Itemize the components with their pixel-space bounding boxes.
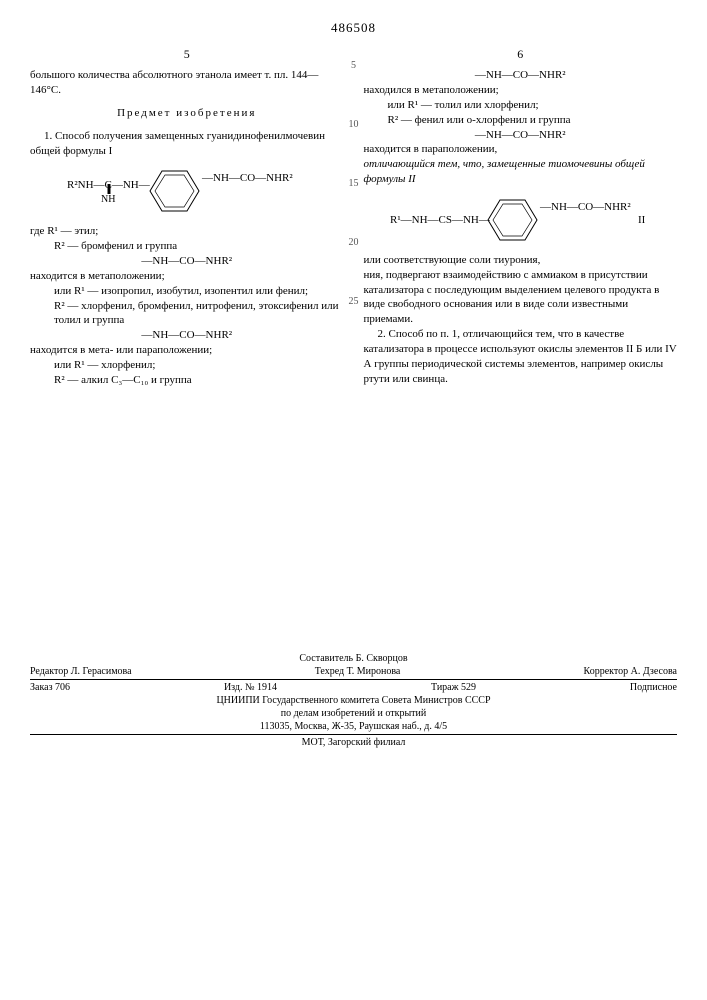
formula-I-right-text: —NH—CO—NHR² xyxy=(201,172,293,184)
org-line2: по делам изобретений и открытий xyxy=(30,708,677,719)
addr-line: 113035, Москва, Ж-35, Раушская наб., д. … xyxy=(30,721,677,732)
podpisnoe: Подписное xyxy=(630,682,677,693)
r2-line2: R² — хлорфенил, бромфенил, нитрофенил, э… xyxy=(54,299,344,329)
where-block: где R¹ — этил; xyxy=(30,224,344,239)
left-column: 5 большого количества абсолютного этанол… xyxy=(30,46,344,388)
meta-2: находится в мета- или параположении; xyxy=(30,343,344,358)
meta-3: находился в метаположении; xyxy=(364,83,678,98)
otlichayushchiysya: отличающийся тем, что, замещенные тиомоч… xyxy=(364,157,678,187)
benzene-inner-2 xyxy=(493,204,532,236)
right-p3: ния, подвергают взаимодействию с аммиако… xyxy=(364,268,678,327)
or-2: или R¹ — хлорфенил; xyxy=(54,358,344,373)
formula-II-left-text: R¹—NH—CS—NH— xyxy=(390,214,491,226)
meta-4: находится в параположении, xyxy=(364,142,678,157)
group-2: —NH—CO—NHR² xyxy=(30,328,344,343)
subject-heading: Предмет изобретения xyxy=(30,106,344,121)
benzene-ring-2 xyxy=(488,200,537,240)
divider xyxy=(30,679,677,680)
right-col-number: 6 xyxy=(364,46,678,62)
line-marker: 5 xyxy=(349,60,359,71)
formula-I: R²NH—C—NH— NH —NH—CO—NHR² xyxy=(30,166,344,216)
otl-italic: отличающийся тем, что, замещенные тиомоч… xyxy=(364,158,645,185)
corrector: Корректор А. Дзесова xyxy=(584,666,677,677)
colophon: Составитель Б. Скворцов Редактор Л. Гера… xyxy=(30,651,677,750)
line-marker: 25 xyxy=(349,296,359,307)
formula-I-svg: R²NH—C—NH— NH —NH—CO—NHR² xyxy=(67,166,307,216)
line-marker: 10 xyxy=(349,119,359,130)
order-row: Заказ 706 Изд. № 1914 Тираж 529 Подписно… xyxy=(30,682,677,693)
divider-2 xyxy=(30,734,677,735)
izd-no: Изд. № 1914 xyxy=(224,682,277,693)
r2-line3: R² — алкил C₃—C₁₀ и группа xyxy=(54,373,344,388)
group-4: —NH—CO—NHR² xyxy=(364,128,678,143)
line-marker: 15 xyxy=(349,178,359,189)
left-p1: большого количества абсолютного этанола … xyxy=(30,68,344,98)
compiler-line: Составитель Б. Скворцов xyxy=(30,653,677,664)
formula-II-svg: R¹—NH—CS—NH— —NH—CO—NHR² II xyxy=(390,195,650,245)
r2-line4: R² — фенил или о-хлорфенил и группа xyxy=(388,113,678,128)
right-column: 6 —NH—CO—NHR² находился в метаположении;… xyxy=(364,46,678,388)
document-number: 486508 xyxy=(30,20,677,36)
meta-1: находится в метаположении; xyxy=(30,269,344,284)
editor: Редактор Л. Герасимова xyxy=(30,666,132,677)
benzene-ring-1 xyxy=(150,171,199,211)
or-3: или R¹ — толил или хлорфенил; xyxy=(388,98,678,113)
order-no: Заказ 706 xyxy=(30,682,70,693)
line-number-gutter: 5 10 15 20 25 xyxy=(349,60,359,307)
left-col-number: 5 xyxy=(30,46,344,62)
where-label: где xyxy=(30,225,44,237)
line-marker: 20 xyxy=(349,237,359,248)
mot-line: МОТ, Загорский филиал xyxy=(30,737,677,748)
techred: Техред Т. Миронова xyxy=(315,666,401,677)
group-3: —NH—CO—NHR² xyxy=(364,68,678,83)
formula-I-nh: NH xyxy=(101,194,115,205)
formula-II-label: II xyxy=(638,214,646,226)
formula-II-right-text: —NH—CO—NHR² xyxy=(539,201,631,213)
tirazh: Тираж 529 xyxy=(431,682,476,693)
editor-row: Редактор Л. Герасимова Техред Т. Миронов… xyxy=(30,666,677,677)
org-line1: ЦНИИПИ Государственного комитета Совета … xyxy=(30,695,677,706)
r2-line1: R² — бромфенил и группа xyxy=(54,239,344,254)
group-1: —NH—CO—NHR² xyxy=(30,254,344,269)
claim-1: 1. Способ получения замещенных гуанидино… xyxy=(30,129,344,159)
r1-line1: R¹ — этил; xyxy=(47,225,98,237)
or-1: или R¹ — изопропил, изобутил, изопентил … xyxy=(54,284,344,299)
claim-2: 2. Способ по п. 1, отличающийся тем, что… xyxy=(364,327,678,386)
right-p2: или соответствующие соли тиурония, xyxy=(364,253,678,268)
formula-II: R¹—NH—CS—NH— —NH—CO—NHR² II xyxy=(364,195,678,245)
benzene-inner-1 xyxy=(155,175,194,207)
